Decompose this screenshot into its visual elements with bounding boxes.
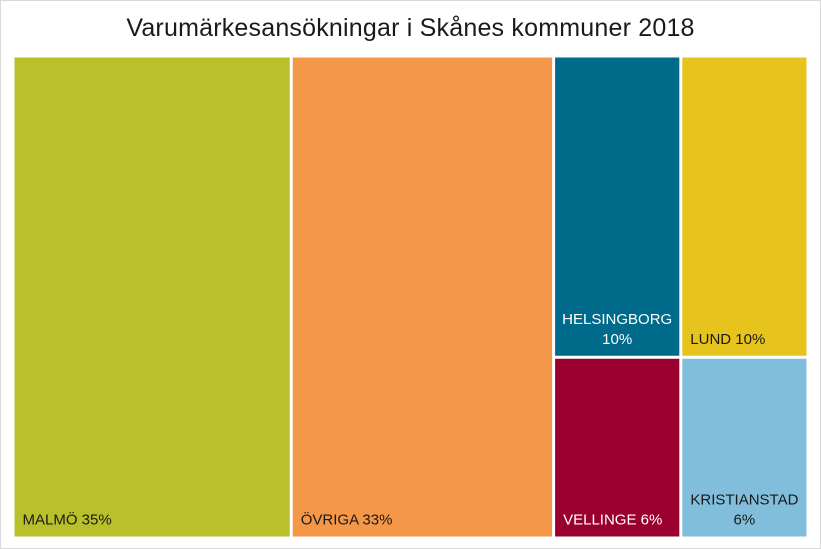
treemap-label-helsingborg: HELSINGBORG 10% [562,311,672,348]
chart-title: Varumärkesansökningar i Skånes kommuner … [126,14,695,42]
treemap-tile-vellinge [555,358,680,537]
treemap-label-malmo: MALMÖ 35% [23,511,112,529]
treemap-label-vellinge: VELLINGE 6% [563,512,662,529]
treemap-tile-kristianstad [682,358,807,537]
treemap-tile-lund [682,57,807,356]
treemap-tile-helsingborg [555,57,680,356]
treemap-label-kristianstad: KRISTIANSTAD 6% [690,492,798,529]
treemap-tile-ovriga [292,57,553,537]
treemap-tile-malmo [14,57,290,537]
treemap-label-ovriga: ÖVRIGA 33% [301,511,393,529]
treemap-label-lund: LUND 10% [690,331,765,348]
